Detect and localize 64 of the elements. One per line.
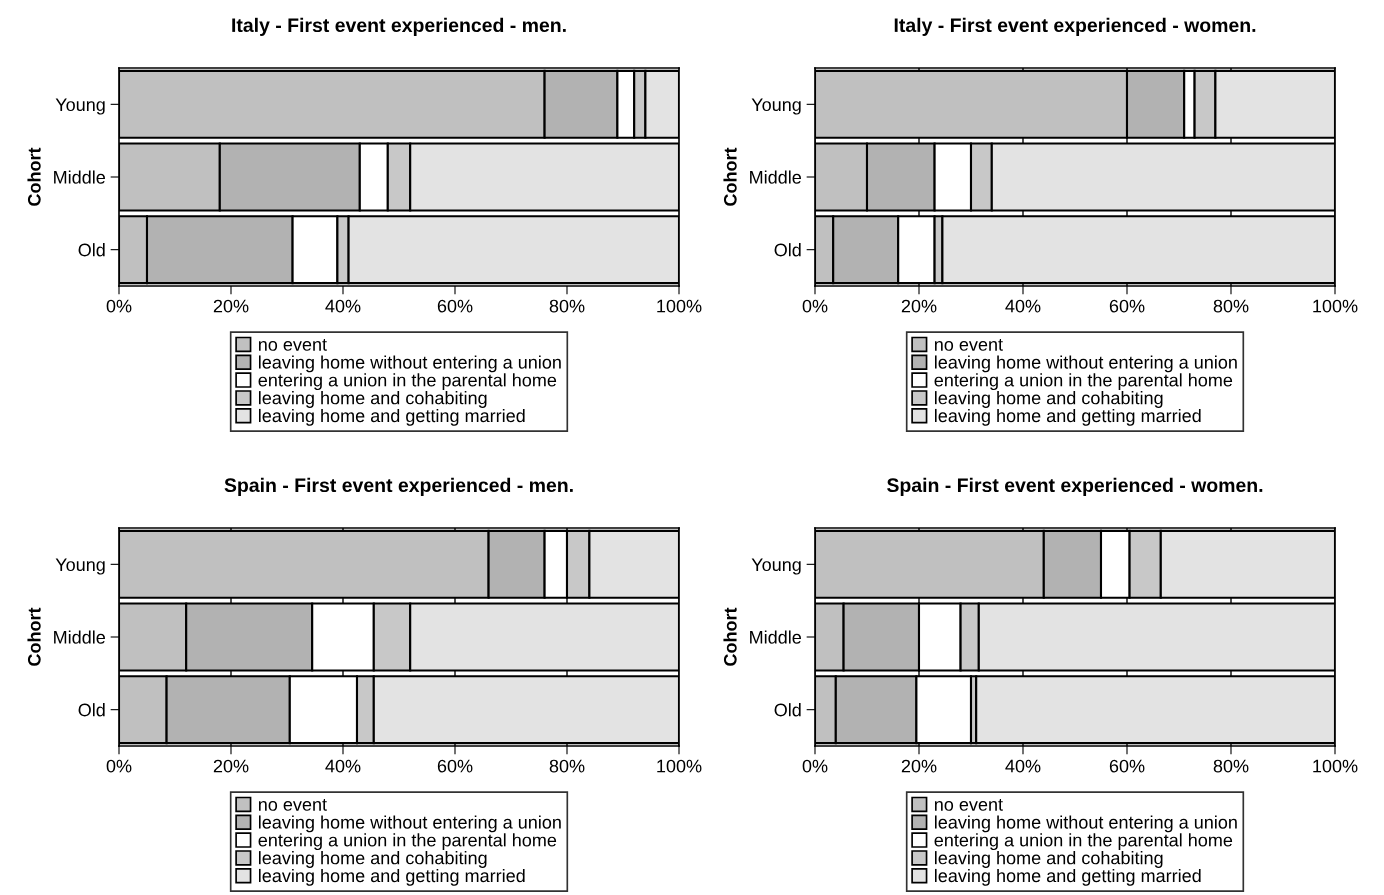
y-axis-title: Cohort — [27, 607, 41, 666]
x-tick-label: 40% — [1005, 759, 1041, 773]
x-tick-label: 0% — [106, 299, 132, 313]
y-axis-title: Cohort — [723, 147, 737, 206]
x-tick-label: 60% — [1109, 299, 1145, 313]
legend-label: leaving home and cohabiting — [934, 391, 1163, 408]
y-tick-label: Young — [751, 98, 801, 115]
legend-label: no event — [934, 339, 1003, 351]
y-tick-label: Old — [78, 243, 105, 257]
y-tick-label: Young — [55, 558, 105, 575]
x-tick-label: 0% — [106, 759, 132, 773]
y-tick-label: Old — [78, 703, 105, 717]
legend-label: entering a union in the parental home — [258, 373, 557, 391]
y-tick-label: Old — [774, 703, 801, 717]
chart-title: Italy - First event experienced - women. — [894, 17, 1256, 36]
y-tick-label: Middle — [54, 170, 106, 184]
y-tick-label: Middle — [54, 630, 106, 644]
x-tick-label: 80% — [549, 759, 585, 773]
x-tick-label: 100% — [657, 759, 702, 773]
legend-label: leaving home and cohabiting — [934, 851, 1163, 868]
x-tick-label: 40% — [1005, 299, 1041, 313]
legend-label: leaving home without entering a union — [258, 355, 561, 373]
legend-label: no event — [934, 799, 1003, 811]
legend-label: leaving home and cohabiting — [258, 851, 487, 868]
legend-label: entering a union in the parental home — [934, 373, 1233, 391]
x-tick-label: 40% — [325, 299, 361, 313]
x-tick-label: 100% — [657, 299, 702, 313]
legend-label: leaving home without entering a union — [934, 815, 1237, 833]
chart-title: Spain - First event experienced - women. — [887, 477, 1263, 496]
x-tick-label: 20% — [213, 759, 249, 773]
legend-label: no event — [258, 339, 327, 351]
legend-label: leaving home and getting married — [258, 408, 525, 426]
x-tick-label: 80% — [549, 299, 585, 313]
x-tick-label: 60% — [437, 759, 473, 773]
x-tick-label: 60% — [1109, 759, 1145, 773]
legend-label: leaving home and getting married — [934, 868, 1201, 886]
legend-label: leaving home and cohabiting — [258, 391, 487, 408]
x-tick-label: 40% — [325, 759, 361, 773]
y-tick-label: Young — [751, 558, 801, 575]
y-axis-title: Cohort — [723, 607, 737, 666]
legend-label: leaving home and getting married — [258, 868, 525, 886]
x-tick-label: 100% — [1313, 759, 1358, 773]
y-tick-label: Middle — [750, 170, 802, 184]
x-tick-label: 0% — [802, 759, 828, 773]
y-tick-label: Young — [55, 98, 105, 115]
x-tick-label: 20% — [901, 299, 937, 313]
legend-label: leaving home without entering a union — [934, 355, 1237, 373]
x-tick-label: 60% — [437, 299, 473, 313]
y-axis-title: Cohort — [27, 147, 41, 206]
chart-title: Italy - First event experienced - men. — [232, 17, 566, 36]
legend-label: leaving home without entering a union — [258, 815, 561, 833]
x-tick-label: 0% — [802, 299, 828, 313]
legend-label: no event — [258, 799, 327, 811]
legend-label: leaving home and getting married — [934, 408, 1201, 426]
y-tick-label: Old — [774, 243, 801, 257]
x-tick-label: 80% — [1213, 759, 1249, 773]
legend-label: entering a union in the parental home — [934, 833, 1233, 851]
x-tick-label: 20% — [213, 299, 249, 313]
legend-label: entering a union in the parental home — [258, 833, 557, 851]
x-tick-label: 80% — [1213, 299, 1249, 313]
x-tick-label: 20% — [901, 759, 937, 773]
chart-title: Spain - First event experienced - men. — [224, 477, 573, 496]
y-tick-label: Middle — [750, 630, 802, 644]
x-tick-label: 100% — [1313, 299, 1358, 313]
